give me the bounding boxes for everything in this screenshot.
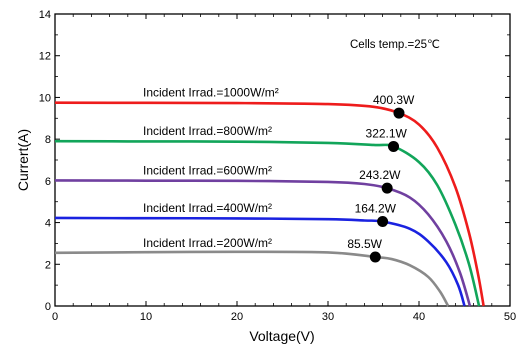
max-power-point <box>369 251 381 263</box>
irradiance-label: Incident Irrad.=400W/m² <box>143 201 272 215</box>
irradiance-label: Incident Irrad.=200W/m² <box>143 236 272 250</box>
irradiance-label: Incident Irrad.=1000W/m² <box>143 86 279 100</box>
max-power-point <box>388 140 400 152</box>
plot-frame <box>54 13 511 307</box>
y-tick-label: 0 <box>45 301 51 313</box>
x-axis-title: Voltage(V) <box>249 328 314 344</box>
max-power-point <box>377 216 389 228</box>
max-power-label: 243.2W <box>359 168 401 182</box>
irradiance-label: Incident Irrad.=800W/m² <box>143 124 272 138</box>
axes: 0 10 20 30 40 50 0 2 4 6 8 10 12 14 <box>39 9 516 323</box>
x-tick-label: 30 <box>322 311 334 323</box>
max-power-label: 322.1W <box>366 126 408 140</box>
cells-temperature-annotation: Cells temp.=25℃ <box>350 39 440 51</box>
labels-group: Incident Irrad.=1000W/m² 400.3W Incident I… <box>143 86 415 251</box>
y-tick-label: 12 <box>39 51 51 63</box>
y-axis-title: Currert(A) <box>15 129 31 191</box>
max-power-point <box>381 182 393 194</box>
series-line <box>54 179 472 307</box>
y-tick-label: 6 <box>45 176 51 188</box>
series-group <box>54 101 485 307</box>
max-power-label: 85.5W <box>347 237 382 251</box>
y-tick-label: 4 <box>45 218 51 230</box>
y-tick-label: 10 <box>39 92 51 104</box>
irradiance-label: Incident Irrad.=600W/m² <box>143 163 272 177</box>
max-power-label: 164.2W <box>355 202 397 216</box>
max-power-label: 400.3W <box>373 93 415 107</box>
x-tick-label: 40 <box>413 311 425 323</box>
x-tick-label: 0 <box>52 311 58 323</box>
max-power-point <box>393 107 405 119</box>
y-tick-label: 14 <box>39 9 51 21</box>
y-tick-label: 8 <box>45 134 51 146</box>
x-tick-label: 50 <box>504 311 516 323</box>
x-tick-label: 20 <box>231 311 243 323</box>
y-tick-label: 2 <box>45 259 51 271</box>
x-tick-label: 10 <box>140 311 152 323</box>
series-line <box>54 250 450 307</box>
